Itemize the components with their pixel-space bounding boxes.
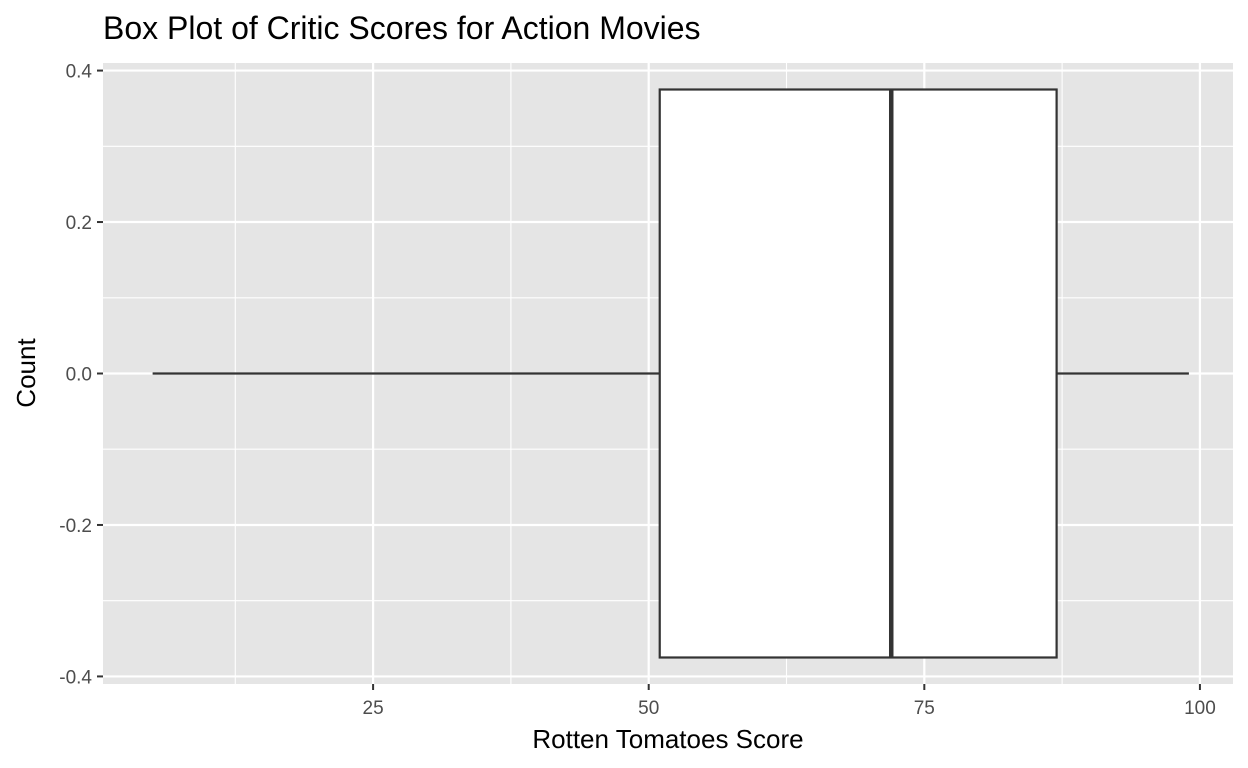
y-tick-label: 0.4	[66, 62, 93, 83]
x-tick-label: 75	[914, 698, 935, 719]
interquartile-box	[658, 88, 1058, 659]
x-axis: 25 50 75 100	[363, 684, 1216, 719]
y-tick-label: -0.4	[59, 667, 92, 688]
x-tick-label: 50	[638, 698, 659, 719]
y-tick-label: -0.2	[59, 516, 92, 537]
x-tick-label: 25	[363, 698, 384, 719]
y-axis: -0.4 -0.2 0.0 0.2 0.4	[59, 62, 103, 688]
y-axis-title: Count	[11, 338, 41, 408]
y-tick-label: 0.0	[66, 365, 92, 386]
x-axis-title: Rotten Tomatoes Score	[532, 724, 803, 754]
chart-title: Box Plot of Critic Scores for Action Mov…	[103, 10, 701, 46]
box-plot-marks	[152, 88, 1189, 659]
y-tick-label: 0.2	[66, 213, 92, 234]
x-tick-label: 100	[1184, 698, 1216, 719]
